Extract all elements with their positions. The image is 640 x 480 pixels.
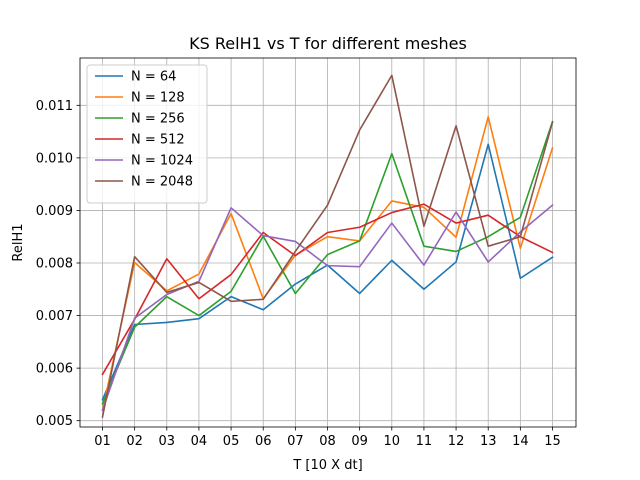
x-tick-label: 11: [416, 434, 433, 449]
x-axis: 01 02 03 04 05 06 07 08 09 10 11 12 13 14 15: [94, 427, 561, 449]
x-tick-label: 01: [94, 434, 111, 449]
y-axis: 0.005 0.006 0.007 0.008 0.009 0.010 0.011: [36, 99, 80, 429]
x-tick-label: 03: [159, 434, 176, 449]
legend-frame: [86, 64, 208, 204]
x-tick-label: 14: [512, 434, 529, 449]
legend-label-2: N = 256: [131, 112, 185, 127]
chart-title: KS RelH1 vs T for different meshes: [189, 34, 467, 53]
series-line-1: [101, 116, 554, 412]
x-tick-label: 07: [287, 434, 304, 449]
x-tick-label: 09: [351, 434, 368, 449]
y-tick-label: 0.005: [36, 414, 73, 429]
grid: [80, 58, 576, 427]
x-tick-label: 08: [319, 434, 336, 449]
plot-frame: [79, 57, 577, 428]
x-tick-label: 15: [544, 434, 561, 449]
series-line-5: [101, 74, 554, 418]
x-axis-label: T [10 X dt]: [292, 458, 362, 473]
y-tick-label: 0.006: [36, 362, 73, 377]
series-line-2: [101, 120, 554, 405]
y-axis-label: RelH1: [11, 223, 26, 261]
series-line-4: [101, 204, 554, 412]
legend: N = 64 N = 128 N = 256 N = 512 N = 1024 N = 2…: [86, 64, 208, 204]
legend-label-4: N = 1024: [131, 154, 193, 169]
x-tick-label: 13: [480, 434, 497, 449]
x-tick-label: 10: [384, 434, 401, 449]
x-tick-label: 02: [126, 434, 143, 449]
legend-label-0: N = 64: [131, 70, 176, 85]
y-tick-label: 0.007: [36, 309, 73, 324]
x-tick-label: 12: [448, 434, 465, 449]
y-tick-label: 0.009: [36, 204, 73, 219]
y-tick-label: 0.008: [36, 257, 73, 272]
x-tick-label: 05: [223, 434, 240, 449]
legend-label-5: N = 2048: [131, 175, 193, 190]
legend-label-3: N = 512: [131, 133, 185, 148]
y-tick-label: 0.011: [36, 99, 73, 114]
x-tick-label: 06: [255, 434, 272, 449]
x-tick-label: 04: [191, 434, 208, 449]
series-line-3: [101, 203, 554, 376]
y-tick-label: 0.010: [36, 151, 73, 166]
series-lines: [101, 74, 554, 418]
legend-label-1: N = 128: [131, 91, 185, 106]
